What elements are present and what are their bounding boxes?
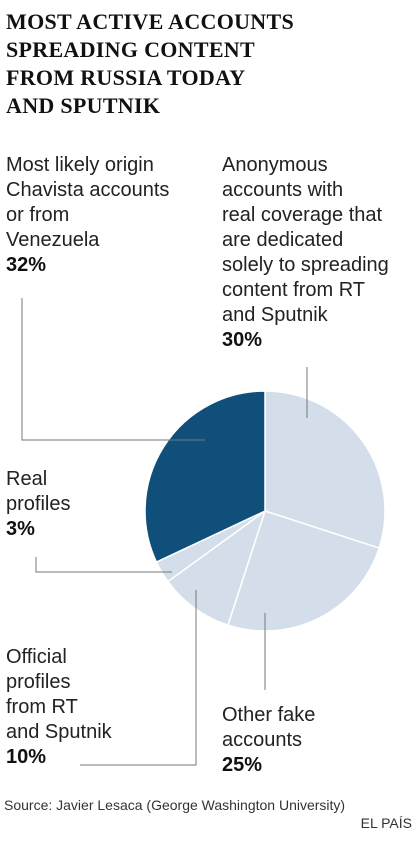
slice-label-line: solely to spreading — [222, 254, 389, 276]
publisher-credit: EL PAÍS — [360, 815, 412, 831]
slice-chavista — [144, 390, 266, 564]
source-note: Source: Javier Lesaca (George Washington… — [4, 797, 346, 813]
slice-percent: 30% — [222, 329, 263, 351]
slice-label-line: accounts — [222, 729, 303, 751]
chart-title: MOST ACTIVE ACCOUNTS SPREADING CONTENT F… — [6, 8, 406, 120]
title-line: MOST ACTIVE ACCOUNTS — [6, 9, 294, 34]
slice-label-line: profiles — [6, 493, 71, 515]
slice-official-profiles — [166, 509, 267, 627]
slice-other-fake — [226, 510, 381, 632]
slice-label-line: content from RT — [222, 279, 366, 301]
leader-line-official-profiles — [80, 590, 197, 766]
leader-line-chavista — [21, 298, 205, 441]
slice-label-line: or from — [6, 204, 70, 226]
slice-percent: 10% — [6, 746, 47, 768]
slice-label-line: Most likely origin — [6, 154, 154, 176]
slice-label-line: are dedicated — [222, 229, 344, 251]
slice-label-real-profiles: Real profiles 3% — [6, 467, 70, 542]
chart-footer: Source: Javier Lesaca (George Washington… — [4, 796, 412, 832]
leader-line-real-profiles — [35, 557, 172, 573]
slice-label-line: from RT — [6, 696, 78, 718]
slice-label-anonymous: Anonymous accounts with real coverage th… — [222, 153, 389, 353]
slice-label-official-profiles: Official profiles from RT and Sputnik 10… — [6, 645, 112, 770]
slice-label-chavista: Most likely origin Chavista accounts or … — [6, 153, 169, 278]
title-line: SPREADING CONTENT — [6, 37, 255, 62]
slice-label-line: Other fake — [222, 704, 316, 726]
slice-label-line: profiles — [6, 671, 71, 693]
slice-label-line: Chavista accounts — [6, 179, 170, 201]
slice-label-other-fake: Other fake accounts 25% — [222, 703, 315, 778]
slice-label-line: and Sputnik — [6, 721, 112, 743]
slice-label-line: Real — [6, 468, 48, 490]
slice-label-line: accounts with — [222, 179, 344, 201]
slice-percent: 3% — [6, 518, 35, 540]
slice-label-line: and Sputnik — [222, 304, 328, 326]
slice-percent: 25% — [222, 754, 263, 776]
title-line: FROM RUSSIA TODAY — [6, 65, 246, 90]
slice-label-line: Anonymous — [222, 154, 328, 176]
title-line: AND SPUTNIK — [6, 93, 161, 118]
slice-label-line: Venezuela — [6, 229, 100, 251]
slice-label-line: real coverage that — [222, 204, 383, 226]
slice-anonymous — [264, 390, 386, 550]
slice-percent: 32% — [6, 254, 47, 276]
slice-label-line: Official — [6, 646, 67, 668]
